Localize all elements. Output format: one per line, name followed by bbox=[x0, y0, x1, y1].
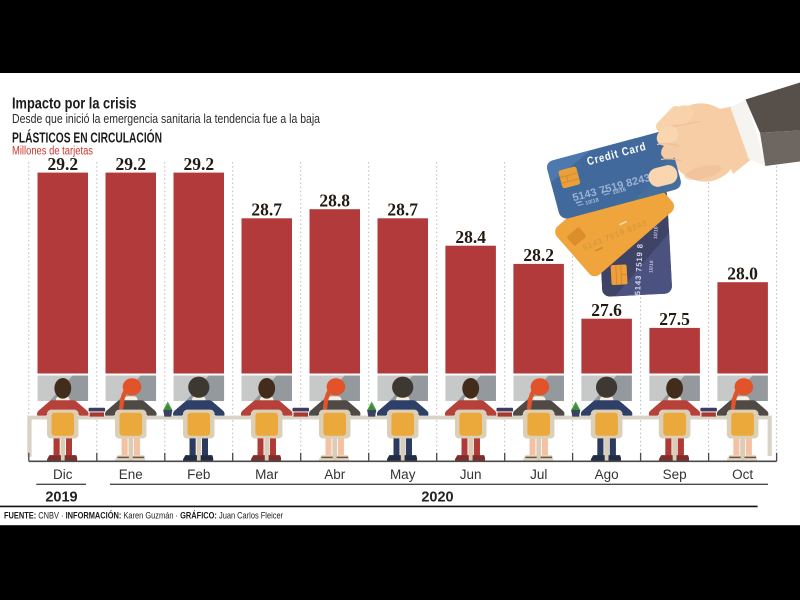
svg-text:29.2: 29.2 bbox=[47, 154, 78, 174]
svg-text:28.7: 28.7 bbox=[387, 200, 418, 220]
svg-text:Feb: Feb bbox=[187, 467, 210, 482]
svg-text:28.8: 28.8 bbox=[319, 190, 350, 210]
svg-text:Sep: Sep bbox=[663, 467, 687, 482]
svg-text:28.0: 28.0 bbox=[727, 263, 758, 283]
svg-text:Millones de tarjetas: Millones de tarjetas bbox=[12, 146, 93, 158]
svg-text:5143 7519 8: 5143 7519 8 bbox=[633, 243, 645, 296]
svg-text:28.2: 28.2 bbox=[523, 245, 554, 265]
svg-text:10/18: 10/18 bbox=[649, 260, 656, 273]
svg-text:29.2: 29.2 bbox=[115, 154, 146, 174]
svg-text:Dic: Dic bbox=[53, 467, 73, 482]
svg-text:Ago: Ago bbox=[595, 467, 619, 482]
svg-text:27.5: 27.5 bbox=[659, 309, 690, 329]
svg-text:Jun: Jun bbox=[460, 467, 482, 482]
svg-text:Desde que inició la emergencia: Desde que inició la emergencia sanitaria… bbox=[12, 111, 321, 126]
svg-text:Jul: Jul bbox=[530, 467, 547, 482]
svg-text:10/18: 10/18 bbox=[585, 197, 600, 206]
svg-text:10/16: 10/16 bbox=[653, 226, 660, 239]
svg-text:PLÁSTICOS EN CIRCULACIÓN: PLÁSTICOS EN CIRCULACIÓN bbox=[12, 129, 162, 147]
svg-text:27.6: 27.6 bbox=[591, 300, 622, 320]
svg-text:2019: 2019 bbox=[45, 490, 77, 506]
svg-text:2020: 2020 bbox=[421, 490, 453, 506]
svg-text:FUENTE: CNBV · INFORMACIÓN: Ka: FUENTE: CNBV · INFORMACIÓN: Karen Guzmán… bbox=[4, 509, 283, 521]
svg-text:Abr: Abr bbox=[324, 467, 346, 482]
svg-text:28.7: 28.7 bbox=[251, 200, 282, 220]
svg-text:Impacto por la crisis: Impacto por la crisis bbox=[12, 96, 137, 113]
svg-text:29.2: 29.2 bbox=[183, 154, 214, 174]
svg-text:28.4: 28.4 bbox=[455, 227, 486, 247]
svg-text:May: May bbox=[390, 467, 416, 482]
svg-text:Oct: Oct bbox=[732, 467, 753, 482]
svg-text:Ene: Ene bbox=[119, 467, 143, 482]
svg-text:10/16: 10/16 bbox=[612, 187, 627, 196]
svg-text:Mar: Mar bbox=[255, 467, 279, 482]
